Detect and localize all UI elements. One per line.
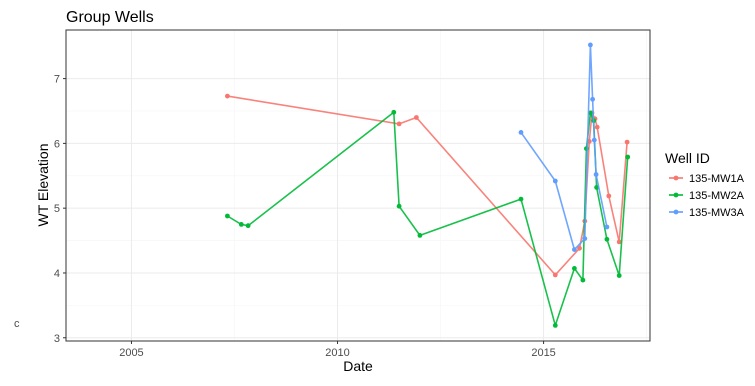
x-axis-title: Date [343,358,373,374]
x-tick-label: 2005 [119,347,143,359]
legend-label: 135-MW1A [689,173,745,185]
data-point [616,239,622,245]
data-point [593,172,599,177]
legend-key-point [673,175,679,181]
data-point [594,124,600,130]
data-point [518,130,524,135]
data-point [606,193,612,199]
data-point [414,115,419,120]
y-tick-label: 7 [54,74,60,86]
data-point [616,273,622,278]
plot-panel [66,30,650,341]
legend-title: Well ID [665,150,710,166]
y-axis-title: WT Elevation [35,144,51,227]
data-point [588,42,593,48]
data-point [590,96,595,102]
x-tick-label: 2015 [531,347,555,359]
data-point [552,178,558,184]
data-point [624,139,630,145]
series-layer [225,42,631,328]
stray-glyph: c [14,318,20,330]
data-point [245,223,251,229]
y-tick-label: 6 [54,138,60,150]
data-point [604,224,610,230]
legend-key-point [673,209,679,215]
chart-title: Group Wells [66,9,154,26]
data-point [518,196,524,202]
data-point [580,277,586,283]
plot-border [65,29,651,342]
minor-gridlines [66,30,650,341]
y-axis: 3 4 5 6 7 [54,74,66,345]
data-point [577,245,582,251]
x-tick-label: 2010 [325,347,349,359]
data-point [238,222,244,227]
data-point [604,236,610,242]
data-point [391,109,397,115]
data-point [572,247,577,253]
data-point [572,266,577,271]
data-point [225,93,230,99]
data-point [396,121,402,127]
legend-key-point [673,192,679,198]
data-point [225,213,230,219]
legend: Well ID 135-MW1A 135-MW2A 135-MW3A [665,150,745,219]
data-point [396,203,402,209]
legend-label: 135-MW3A [689,207,745,219]
data-point [625,154,631,160]
y-tick-label: 3 [54,333,60,345]
data-point [417,233,423,238]
x-axis: 2005 2010 2015 [119,341,556,359]
y-tick-label: 5 [54,203,60,215]
y-tick-label: 4 [54,268,60,280]
legend-label: 135-MW2A [689,190,745,202]
data-point [552,272,558,278]
data-point [552,323,558,328]
data-point [582,236,588,242]
major-gridlines [66,30,650,341]
data-point [591,137,597,143]
